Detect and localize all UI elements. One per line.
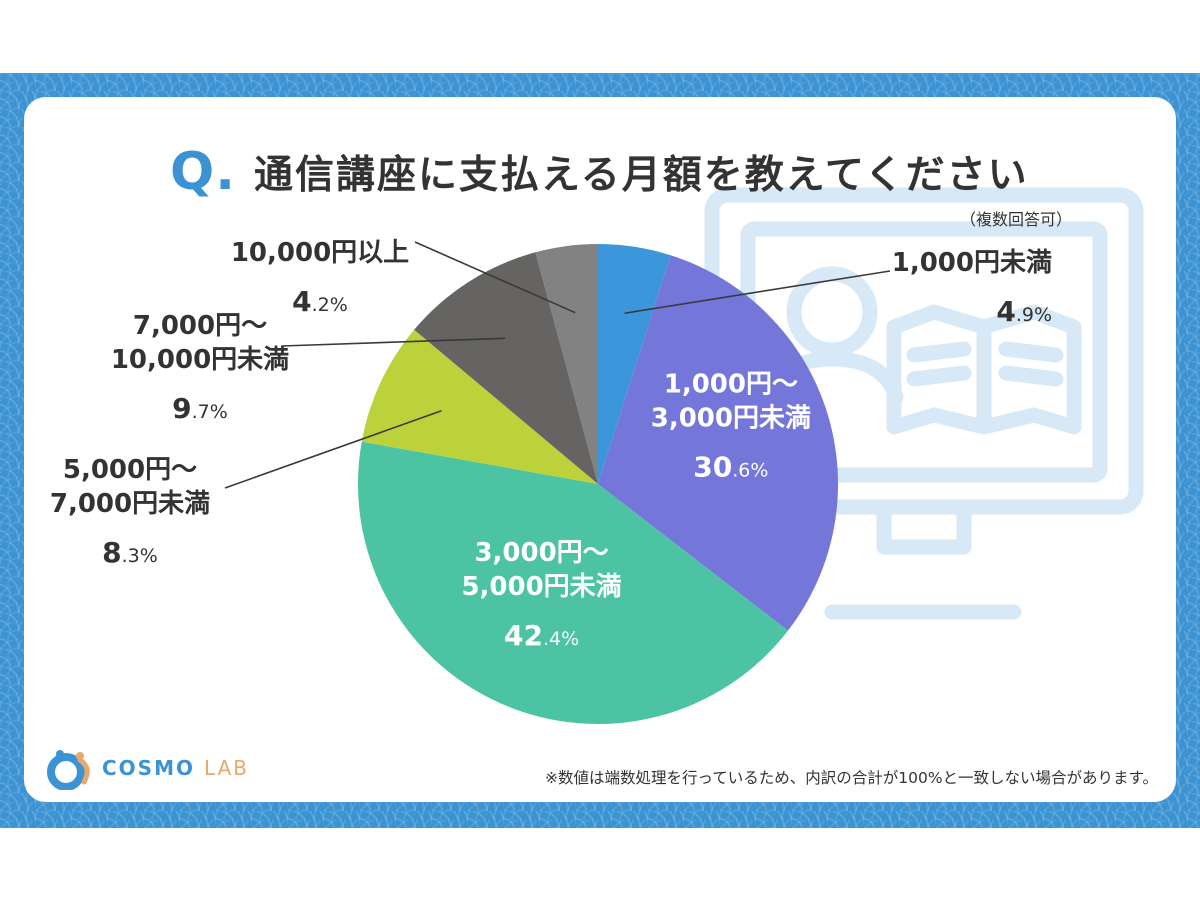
slice-percent-label: 8.3% <box>102 536 158 569</box>
slice-label: 1,000円～ 3,000円未満 30.6% <box>651 369 811 483</box>
slice-category-label: 7,000円～ <box>133 311 267 341</box>
slice-category-label: 5,000円未満 <box>461 572 621 602</box>
leader-line <box>281 337 506 347</box>
slice-category-label: 5,000円～ <box>63 455 197 485</box>
leader-line <box>224 409 442 489</box>
slice-percent-label: 4.2% <box>292 285 348 318</box>
slice-category-label: 3,000円未満 <box>651 403 811 433</box>
cosmo-lab-logo: COSMO LAB <box>46 746 249 790</box>
leader-line <box>624 270 891 315</box>
page-title: 通信講座に支払える月額を教えてください <box>253 153 1029 198</box>
pie-slice <box>598 255 839 631</box>
question-title: Q. 通信講座に支払える月額を教えてください <box>170 142 1029 202</box>
q-mark: Q. <box>170 142 236 202</box>
slice-label: 5,000円～ 7,000円未満 8.3% <box>50 455 210 569</box>
slice-percent-label: 30.6% <box>693 450 768 483</box>
pie-slice <box>361 329 598 484</box>
logo-sub: LAB <box>203 756 249 780</box>
slice-label: 10,000円以上 4.2% <box>231 238 409 318</box>
multiple-answers-note: （複数回答可） <box>959 210 1072 229</box>
slice-percent-label: 42.4% <box>504 619 579 652</box>
slice-percent-label: 4.9% <box>996 295 1052 328</box>
logo-main: COSMO <box>102 756 195 780</box>
pie-slice <box>535 244 598 484</box>
leader-line <box>414 241 576 314</box>
slice-label: 1,000円未満 4.9% <box>892 248 1052 328</box>
pie-slice <box>358 441 788 725</box>
slice-label: 7,000円～ 10,000円未満 9.7% <box>111 311 289 425</box>
footnote: ※数値は端数処理を行っているため、内訳の合計が100%と一致しない場合があります… <box>545 769 1158 787</box>
slice-category-label: 10,000円未満 <box>111 345 289 375</box>
slice-category-label: 10,000円以上 <box>231 238 409 268</box>
slice-category-label: 7,000円未満 <box>50 489 210 519</box>
slice-percent-label: 9.7% <box>172 392 228 425</box>
slice-label: 3,000円～ 5,000円未満 42.4% <box>461 538 621 652</box>
pie-slice <box>414 252 598 484</box>
cosmo-lab-logo-icon <box>47 750 90 790</box>
logo-text: COSMO LAB <box>102 756 249 780</box>
slice-category-label: 3,000円～ <box>474 538 608 568</box>
monitor-reading-person-icon <box>704 187 1144 620</box>
slice-category-label: 1,000円未満 <box>892 248 1052 278</box>
pie-slice <box>598 244 671 484</box>
slice-category-label: 1,000円～ <box>664 369 798 399</box>
